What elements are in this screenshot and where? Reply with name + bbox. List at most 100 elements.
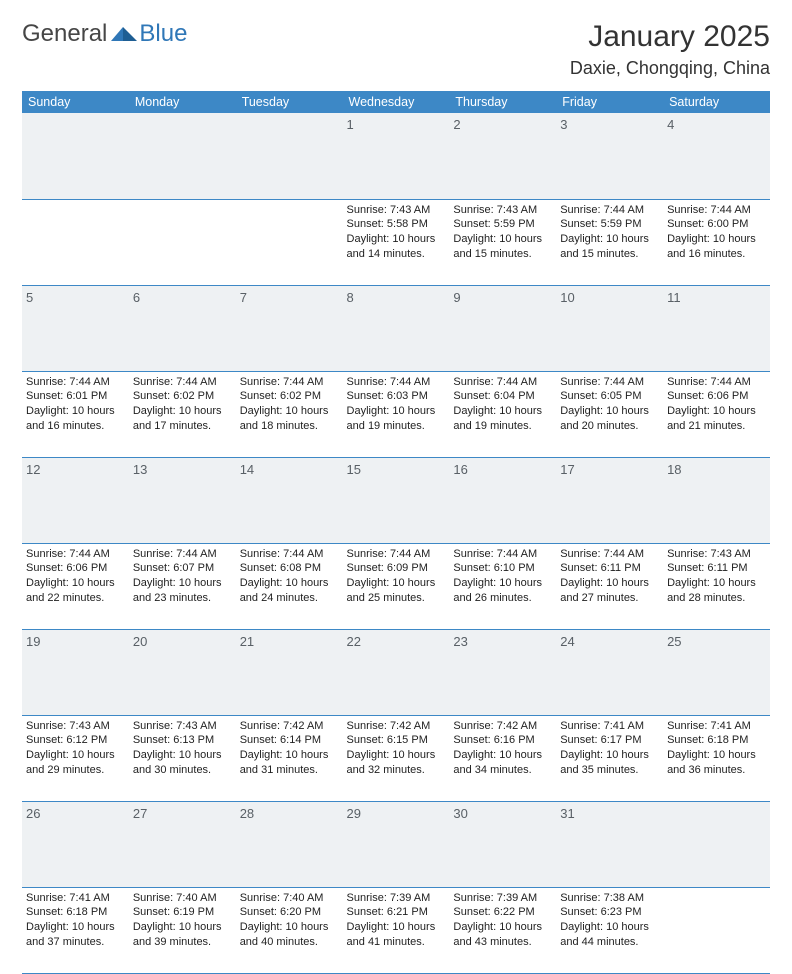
daynum-cell: 2 — [449, 113, 556, 199]
day-details: Sunrise: 7:44 AMSunset: 6:02 PMDaylight:… — [240, 375, 339, 434]
daynum-cell: 17 — [556, 457, 663, 543]
day-cell: Sunrise: 7:43 AMSunset: 6:11 PMDaylight:… — [663, 543, 770, 629]
calendar-head: SundayMondayTuesdayWednesdayThursdayFrid… — [22, 91, 770, 113]
daynum-cell: 9 — [449, 285, 556, 371]
day-cell: Sunrise: 7:44 AMSunset: 6:02 PMDaylight:… — [129, 371, 236, 457]
day-number: 26 — [26, 806, 40, 821]
daynum-cell: 3 — [556, 113, 663, 199]
daynum-cell: 28 — [236, 801, 343, 887]
calendar-body: 1234Sunrise: 7:43 AMSunset: 5:58 PMDayli… — [22, 113, 770, 973]
weekday-header: Sunday — [22, 91, 129, 113]
daynum-cell: 6 — [129, 285, 236, 371]
daynum-cell: 31 — [556, 801, 663, 887]
day-cell: Sunrise: 7:40 AMSunset: 6:19 PMDaylight:… — [129, 887, 236, 973]
day-cell: Sunrise: 7:42 AMSunset: 6:16 PMDaylight:… — [449, 715, 556, 801]
daynum-cell — [236, 113, 343, 199]
daynum-cell: 30 — [449, 801, 556, 887]
day-cell: Sunrise: 7:44 AMSunset: 6:04 PMDaylight:… — [449, 371, 556, 457]
day-cell — [663, 887, 770, 973]
calendar-table: SundayMondayTuesdayWednesdayThursdayFrid… — [22, 91, 770, 974]
day-details: Sunrise: 7:39 AMSunset: 6:21 PMDaylight:… — [347, 891, 446, 950]
daynum-cell: 18 — [663, 457, 770, 543]
day-number: 22 — [347, 634, 361, 649]
daynum-cell: 11 — [663, 285, 770, 371]
day-details: Sunrise: 7:42 AMSunset: 6:16 PMDaylight:… — [453, 719, 552, 778]
day-number: 28 — [240, 806, 254, 821]
day-cell: Sunrise: 7:44 AMSunset: 6:05 PMDaylight:… — [556, 371, 663, 457]
day-cell: Sunrise: 7:39 AMSunset: 6:22 PMDaylight:… — [449, 887, 556, 973]
day-details: Sunrise: 7:38 AMSunset: 6:23 PMDaylight:… — [560, 891, 659, 950]
day-cell: Sunrise: 7:44 AMSunset: 6:09 PMDaylight:… — [343, 543, 450, 629]
daynum-cell: 25 — [663, 629, 770, 715]
day-number: 14 — [240, 462, 254, 477]
day-details: Sunrise: 7:44 AMSunset: 6:04 PMDaylight:… — [453, 375, 552, 434]
day-number: 11 — [667, 290, 681, 305]
day-details: Sunrise: 7:41 AMSunset: 6:18 PMDaylight:… — [26, 891, 125, 950]
day-number: 4 — [667, 117, 674, 132]
daynum-cell: 20 — [129, 629, 236, 715]
day-number: 20 — [133, 634, 147, 649]
day-cell: Sunrise: 7:43 AMSunset: 5:58 PMDaylight:… — [343, 199, 450, 285]
day-number: 12 — [26, 462, 40, 477]
day-details: Sunrise: 7:43 AMSunset: 5:58 PMDaylight:… — [347, 203, 446, 262]
content-row: Sunrise: 7:44 AMSunset: 6:06 PMDaylight:… — [22, 543, 770, 629]
daynum-cell: 12 — [22, 457, 129, 543]
location: Daxie, Chongqing, China — [570, 58, 770, 79]
day-cell: Sunrise: 7:40 AMSunset: 6:20 PMDaylight:… — [236, 887, 343, 973]
day-cell — [22, 199, 129, 285]
day-cell: Sunrise: 7:44 AMSunset: 6:10 PMDaylight:… — [449, 543, 556, 629]
day-cell: Sunrise: 7:44 AMSunset: 6:11 PMDaylight:… — [556, 543, 663, 629]
content-row: Sunrise: 7:43 AMSunset: 6:12 PMDaylight:… — [22, 715, 770, 801]
daynum-cell: 14 — [236, 457, 343, 543]
day-cell: Sunrise: 7:44 AMSunset: 6:07 PMDaylight:… — [129, 543, 236, 629]
day-details: Sunrise: 7:44 AMSunset: 6:06 PMDaylight:… — [26, 547, 125, 606]
day-details: Sunrise: 7:44 AMSunset: 6:09 PMDaylight:… — [347, 547, 446, 606]
brand-logo: General Blue — [22, 20, 187, 48]
month-title: January 2025 — [570, 20, 770, 54]
day-cell: Sunrise: 7:43 AMSunset: 6:13 PMDaylight:… — [129, 715, 236, 801]
day-number: 1 — [347, 117, 354, 132]
day-cell: Sunrise: 7:44 AMSunset: 6:08 PMDaylight:… — [236, 543, 343, 629]
daynum-cell: 10 — [556, 285, 663, 371]
day-details: Sunrise: 7:43 AMSunset: 5:59 PMDaylight:… — [453, 203, 552, 262]
day-details: Sunrise: 7:44 AMSunset: 6:08 PMDaylight:… — [240, 547, 339, 606]
day-details: Sunrise: 7:44 AMSunset: 6:03 PMDaylight:… — [347, 375, 446, 434]
day-cell: Sunrise: 7:41 AMSunset: 6:18 PMDaylight:… — [22, 887, 129, 973]
day-cell — [129, 199, 236, 285]
day-cell: Sunrise: 7:44 AMSunset: 6:01 PMDaylight:… — [22, 371, 129, 457]
day-cell: Sunrise: 7:44 AMSunset: 6:00 PMDaylight:… — [663, 199, 770, 285]
daynum-cell: 29 — [343, 801, 450, 887]
day-cell: Sunrise: 7:43 AMSunset: 5:59 PMDaylight:… — [449, 199, 556, 285]
day-cell: Sunrise: 7:44 AMSunset: 6:06 PMDaylight:… — [663, 371, 770, 457]
daynum-cell: 24 — [556, 629, 663, 715]
day-number: 8 — [347, 290, 354, 305]
day-cell: Sunrise: 7:41 AMSunset: 6:18 PMDaylight:… — [663, 715, 770, 801]
daynum-cell — [663, 801, 770, 887]
weekday-header: Friday — [556, 91, 663, 113]
day-number: 13 — [133, 462, 147, 477]
day-cell: Sunrise: 7:43 AMSunset: 6:12 PMDaylight:… — [22, 715, 129, 801]
content-row: Sunrise: 7:44 AMSunset: 6:01 PMDaylight:… — [22, 371, 770, 457]
day-details: Sunrise: 7:44 AMSunset: 6:07 PMDaylight:… — [133, 547, 232, 606]
daynum-cell — [129, 113, 236, 199]
weekday-header: Monday — [129, 91, 236, 113]
day-number: 30 — [453, 806, 467, 821]
day-number: 15 — [347, 462, 361, 477]
day-number: 24 — [560, 634, 574, 649]
day-details: Sunrise: 7:43 AMSunset: 6:11 PMDaylight:… — [667, 547, 766, 606]
day-details: Sunrise: 7:42 AMSunset: 6:15 PMDaylight:… — [347, 719, 446, 778]
day-number: 18 — [667, 462, 681, 477]
daynum-cell: 19 — [22, 629, 129, 715]
day-number: 23 — [453, 634, 467, 649]
daynum-row: 12 13 14 15 16 17 18 — [22, 457, 770, 543]
daynum-cell: 22 — [343, 629, 450, 715]
day-details: Sunrise: 7:44 AMSunset: 5:59 PMDaylight:… — [560, 203, 659, 262]
daynum-cell: 8 — [343, 285, 450, 371]
day-number: 6 — [133, 290, 140, 305]
daynum-cell: 21 — [236, 629, 343, 715]
day-number: 16 — [453, 462, 467, 477]
day-cell: Sunrise: 7:44 AMSunset: 5:59 PMDaylight:… — [556, 199, 663, 285]
day-number: 29 — [347, 806, 361, 821]
day-cell: Sunrise: 7:44 AMSunset: 6:06 PMDaylight:… — [22, 543, 129, 629]
daynum-cell: 16 — [449, 457, 556, 543]
